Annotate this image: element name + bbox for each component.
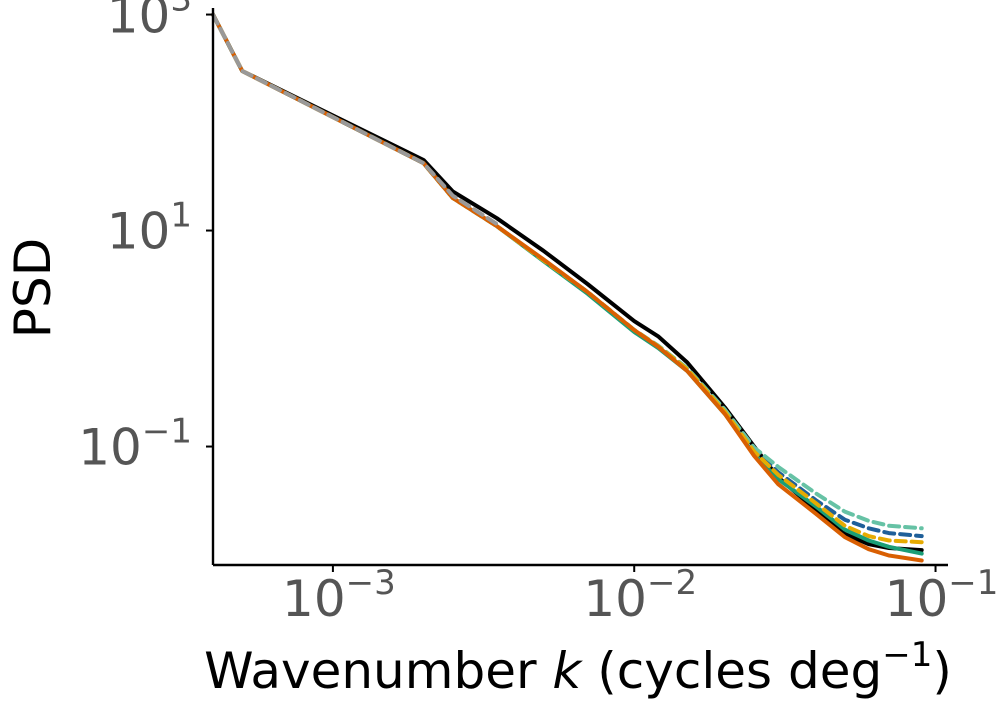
x-axis-title: Wavenumber k (cycles deg−1) [204, 635, 952, 700]
series-line-grey-dash [211, 12, 499, 226]
series-line-light-green-dash [211, 12, 924, 531]
y-ticks: 103 101 10−1 [78, 0, 213, 477]
x-tick-label: 10−3 [282, 563, 396, 628]
x-tick-label: 10−2 [583, 563, 697, 628]
x-tick-label: 10−1 [885, 563, 997, 628]
series-line-orange [211, 12, 924, 563]
series-layer [211, 12, 924, 563]
y-axis-title: PSD [4, 238, 62, 338]
series-line-green [211, 12, 924, 556]
y-tick-label: 101 [107, 196, 192, 261]
y-tick-label: 10−1 [78, 412, 192, 477]
y-tick-label: 103 [107, 0, 192, 45]
series-line-black [211, 12, 924, 553]
x-ticks: 10−3 10−2 10−1 [282, 563, 997, 628]
